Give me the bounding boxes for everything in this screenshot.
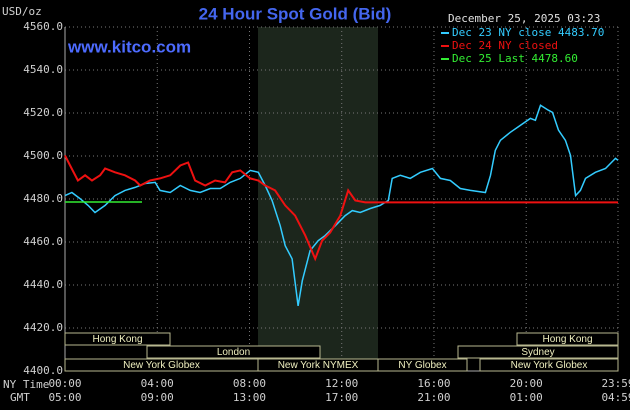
session-label: London — [217, 347, 250, 358]
legend-label: Dec 23 NY close 4483.70 — [452, 26, 604, 39]
y-tick-label: 4400.0 — [23, 364, 63, 377]
legend-label: Dec 25 Last 4478.60 — [452, 52, 578, 65]
session-label: New York NYMEX — [278, 360, 359, 371]
session-box — [479, 358, 619, 372]
x-tick-label: 16:00 — [417, 377, 450, 390]
x2-axis-label: GMT — [10, 391, 30, 404]
session-box — [457, 345, 619, 359]
session-label: New York Globex — [511, 360, 588, 371]
session-label: Sydney — [521, 347, 554, 358]
y-tick-label: 4440.0 — [23, 278, 63, 291]
y-axis-unit: USD/oz — [2, 5, 42, 18]
x2-tick-label: 09:00 — [141, 391, 174, 404]
y-tick-label: 4480.0 — [23, 192, 63, 205]
x-tick-label: 12:00 — [325, 377, 358, 390]
session-box — [377, 358, 468, 372]
legend-label: Dec 24 NY closed — [452, 39, 558, 52]
session-box — [146, 345, 321, 359]
session-label: New York Globex — [123, 360, 200, 371]
series-line — [64, 104, 619, 307]
watermark: www.kitco.com — [67, 37, 191, 56]
x-axis-label: NY Time — [3, 378, 49, 391]
session-label: Hong Kong — [92, 334, 142, 345]
x2-tick-label: 01:00 — [510, 391, 543, 404]
chart-title: 24 Hour Spot Gold (Bid) — [199, 4, 392, 23]
x2-tick-label: 17:00 — [325, 391, 358, 404]
x-tick-label: 20:00 — [510, 377, 543, 390]
y-tick-label: 4500.0 — [23, 149, 63, 162]
x2-tick-label: 13:00 — [233, 391, 266, 404]
x-tick-label: 08:00 — [233, 377, 266, 390]
x2-tick-label: 05:00 — [48, 391, 81, 404]
x-tick-label: 04:00 — [141, 377, 174, 390]
session-box — [64, 332, 171, 346]
session-label: NY Globex — [398, 360, 446, 371]
y-tick-label: 4420.0 — [23, 321, 63, 334]
x-tick-label: 00:00 — [48, 377, 81, 390]
series-line — [64, 154, 618, 262]
x2-tick-label: 21:00 — [417, 391, 450, 404]
session-box — [516, 332, 619, 346]
y-tick-label: 4520.0 — [23, 106, 63, 119]
session-label: Hong Kong — [542, 334, 592, 345]
y-tick-label: 4460.0 — [23, 235, 63, 248]
y-tick-label: 4560.0 — [23, 20, 63, 33]
x-tick-label: 23:59 — [601, 377, 630, 390]
y-tick-label: 4540.0 — [23, 63, 63, 76]
timestamp: December 25, 2025 03:23 — [448, 12, 600, 25]
x2-tick-label: 04:59 — [601, 391, 630, 404]
